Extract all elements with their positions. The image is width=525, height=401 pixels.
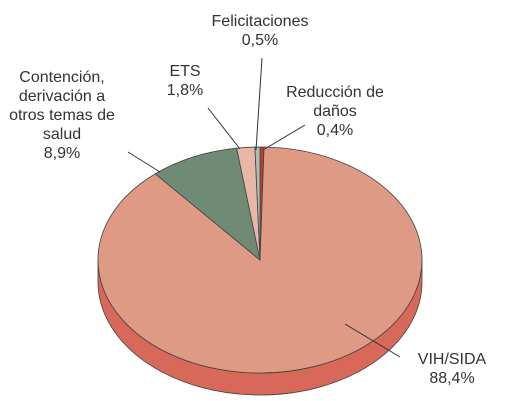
leader-line [255, 57, 263, 151]
slice-label: ETS 1,8% [155, 62, 215, 100]
leader-line [127, 151, 161, 173]
slice-name: VIH/SIDA [417, 351, 487, 368]
slice-name: Contención, derivación a otros temas de … [9, 69, 115, 143]
slice-name: Reducción de daños [286, 84, 384, 120]
leader-line [207, 107, 241, 150]
slice-value: 88,4% [429, 370, 475, 387]
pie-slice [154, 147, 261, 262]
leader-line [262, 124, 306, 151]
pie-slice [254, 146, 261, 261]
leader-line [344, 323, 401, 358]
slice-label: Felicitaciones 0,5% [195, 12, 325, 50]
slice-value: 0,4% [316, 122, 354, 139]
slice-label: VIH/SIDA 88,4% [402, 350, 502, 388]
slice-value: 8,9% [43, 145, 81, 162]
slice-label: Contención, derivación a otros temas de … [1, 68, 123, 163]
slice-value: 1,8% [166, 82, 204, 99]
slice-value: 0,5% [241, 32, 279, 49]
slice-label: Reducción de daños 0,4% [275, 83, 395, 140]
slice-name: ETS [169, 63, 201, 80]
slice-name: Felicitaciones [211, 13, 309, 30]
